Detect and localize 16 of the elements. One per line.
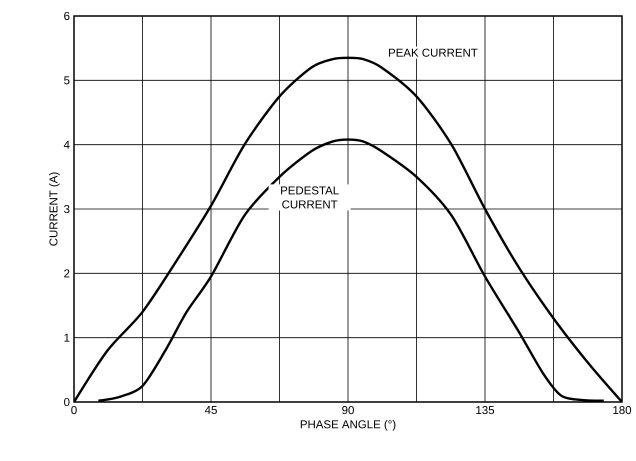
y-tick-label: 5 bbox=[64, 76, 70, 84]
series-label: PEAK CURRENT bbox=[389, 48, 478, 57]
y-tick-label: 2 bbox=[64, 269, 70, 278]
y-tick-label: 1 bbox=[64, 334, 70, 342]
y-tick-label: 3 bbox=[64, 204, 70, 214]
x-tick-label: 135 bbox=[476, 406, 494, 414]
x-tick-label: 0 bbox=[71, 406, 77, 414]
x-tick-label: 90 bbox=[342, 406, 354, 414]
y-tick-label: 4 bbox=[64, 140, 70, 149]
y-axis-title: CURRENT (A) bbox=[49, 172, 60, 246]
y-tick-label: 0 bbox=[64, 398, 70, 406]
series-label: PEDESTAL CURRENT bbox=[281, 186, 339, 208]
y-tick-label: 6 bbox=[64, 12, 70, 20]
x-tick-label: 45 bbox=[204, 406, 217, 414]
x-tick-label: 180 bbox=[613, 406, 632, 414]
x-axis-title: PHASE ANGLE (°) bbox=[300, 420, 396, 431]
